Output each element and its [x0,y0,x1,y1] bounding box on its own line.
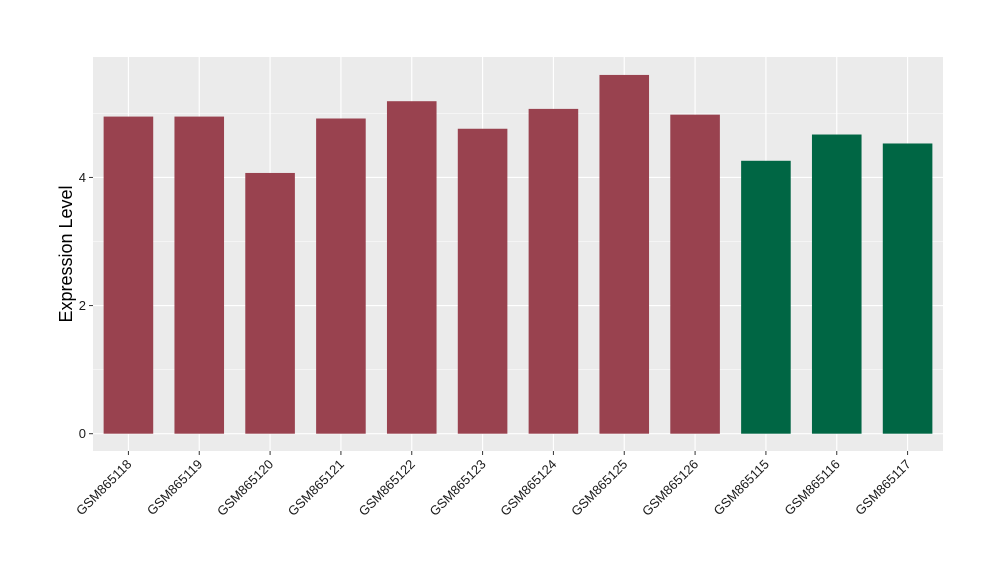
bar-GSM865117 [882,143,933,434]
x-tick-label: GSM865120 [214,457,276,519]
bar-GSM865124 [528,108,579,434]
bar-GSM865120 [245,172,295,434]
bars [103,74,933,434]
y-tick-label: 4 [79,170,86,185]
x-tick-label: GSM865116 [781,457,843,519]
x-tick-label: GSM865119 [144,457,206,519]
y-tick-label: 0 [79,426,86,441]
x-tick-label: GSM865122 [356,457,418,519]
bar-GSM865118 [103,116,154,434]
x-axis: GSM865118 GSM865119 GSM865120 GSM865121 GSM8… [73,451,914,519]
x-tick-label: GSM865117 [852,457,914,519]
bar-GSM865121 [316,118,366,434]
x-tick-label: GSM865115 [710,457,772,519]
x-tick-label: GSM865121 [285,457,347,519]
bar-GSM865126 [670,114,720,434]
plot-panel [93,57,943,451]
bar-GSM865115 [741,160,791,434]
bar-GSM865125 [599,74,650,434]
y-tick-label: 2 [79,298,86,313]
bar-GSM865119 [174,116,225,434]
y-axis-title: Expression Level [56,185,76,322]
y-axis: 0 2 4 [79,170,93,441]
bar-GSM865123 [457,128,508,434]
bar-GSM865116 [811,134,862,434]
x-tick-label: GSM865125 [568,457,630,519]
x-tick-label: GSM865118 [73,457,135,519]
bar-GSM865122 [386,101,437,434]
x-tick-label: GSM865124 [497,457,559,519]
x-tick-label: GSM865126 [639,457,701,519]
x-tick-label: GSM865123 [426,457,488,519]
